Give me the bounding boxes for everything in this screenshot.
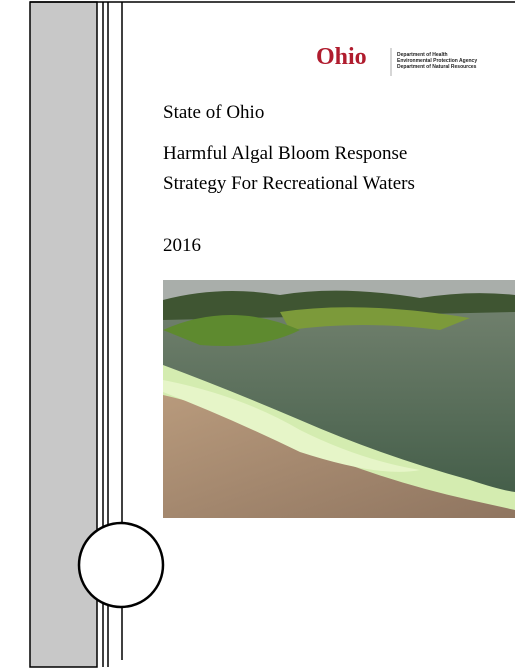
logo-departments: Department of Health Environmental Prote… (397, 52, 515, 70)
state: State of Ohio (163, 102, 264, 124)
circle-ornament (79, 523, 163, 607)
page: Ohio Department of Health Environmental … (0, 0, 515, 668)
logo-wordmark: Ohio (316, 44, 367, 71)
department: Department of Natural Resources (397, 64, 515, 70)
decoration (0, 0, 515, 668)
title-line: Harmful Algal Bloom Response (163, 143, 407, 165)
cover-photo (163, 280, 515, 518)
year: 2016 (163, 235, 201, 257)
title-line: Strategy For Recreational Waters (163, 173, 415, 195)
